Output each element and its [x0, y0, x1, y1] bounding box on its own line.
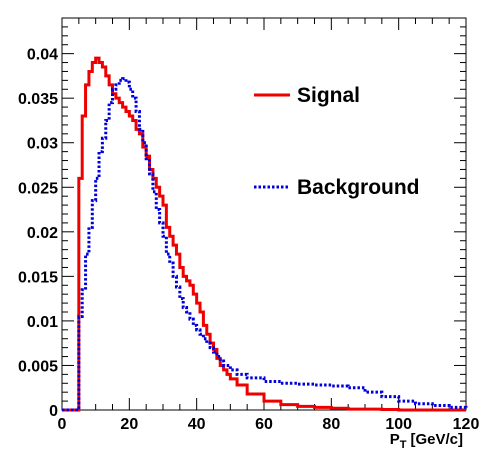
plot-frame-layer — [61, 17, 467, 411]
plot-frame — [61, 17, 467, 411]
x-tick-label: 20 — [120, 416, 138, 433]
y-tick-label: 0.03 — [27, 136, 58, 153]
y-tick-label: 0.04 — [27, 47, 58, 64]
x-tick-label: 80 — [322, 416, 340, 433]
y-tick-label: 0.035 — [18, 91, 58, 108]
tick-labels-layer: 0 20 40 60 80 100 120 0 0.005 0.01 0.015 0.02 0.025 0… — [18, 47, 479, 433]
x-tick-label: 40 — [188, 416, 206, 433]
legend: Signal Background — [254, 84, 420, 199]
x-axis-title: PT [GeV/c] — [390, 431, 463, 451]
x-axis-title-main: P — [390, 431, 400, 448]
x-axis-title-unit: [GeV/c] — [410, 431, 463, 448]
x-tick-label: 60 — [255, 416, 273, 433]
series-signal-line — [62, 56, 466, 412]
y-tick-label: 0.01 — [27, 314, 58, 331]
y-tick-label: 0.005 — [18, 358, 58, 375]
series-layer — [62, 56, 468, 412]
y-tick-label: 0.025 — [18, 180, 58, 197]
series-background-line — [62, 77, 468, 412]
y-tick-label: 0.015 — [18, 269, 58, 286]
y-tick-label: 0.02 — [27, 225, 58, 242]
legend-background-label: Background — [297, 176, 420, 199]
axis-ticks-layer — [61, 17, 467, 411]
x-axis-title-subscript: T — [400, 439, 407, 451]
x-tick-label: 100 — [385, 416, 412, 433]
x-tick-label: 120 — [453, 416, 480, 433]
y-tick-label: 0 — [49, 403, 58, 420]
x-tick-label: 0 — [58, 416, 67, 433]
legend-signal-label: Signal — [297, 84, 360, 107]
